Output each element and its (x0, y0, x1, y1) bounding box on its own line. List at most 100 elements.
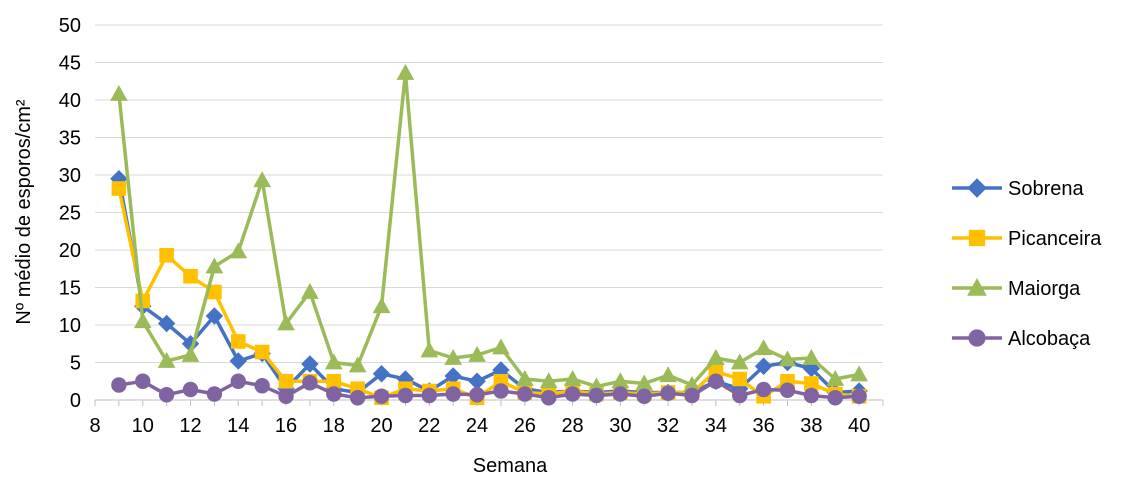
data-point (157, 351, 176, 368)
data-point (564, 386, 581, 402)
data-point (157, 314, 176, 333)
data-point (254, 378, 270, 394)
data-point (326, 386, 342, 402)
x-tick-label: 36 (752, 415, 774, 437)
data-point (803, 387, 820, 404)
data-point (563, 369, 582, 386)
data-point (612, 386, 629, 402)
data-point (684, 387, 700, 404)
legend-item: Maiorga (952, 277, 1081, 300)
data-point (421, 387, 438, 404)
data-point (708, 373, 724, 389)
legend-label: Maiorga (1008, 278, 1081, 300)
series-layer (110, 63, 868, 406)
data-point (349, 390, 366, 406)
data-point (301, 355, 319, 373)
data-point (158, 387, 175, 403)
data-point (278, 388, 294, 404)
data-point (253, 171, 272, 188)
x-tick-label: 26 (514, 415, 536, 437)
data-point (159, 247, 174, 263)
series-line (117, 178, 860, 395)
data-point (468, 345, 486, 362)
data-point (706, 348, 725, 365)
series-line (117, 188, 860, 400)
data-point (492, 338, 510, 355)
x-tick-label: 38 (800, 415, 822, 437)
data-point (205, 307, 224, 325)
x-tick-label: 10 (132, 415, 154, 437)
data-point (206, 386, 223, 402)
series-line (117, 71, 860, 389)
data-point (802, 348, 821, 365)
y-tick-label: 15 (59, 278, 81, 300)
data-point (851, 388, 867, 404)
data-point (755, 381, 772, 398)
x-tick-label: 14 (227, 415, 249, 437)
y-tick-label: 5 (70, 353, 81, 375)
series-alcobaa (111, 373, 867, 406)
x-tick-label: 18 (323, 415, 345, 437)
x-tick-label: 22 (418, 415, 440, 437)
legend-marker (967, 277, 987, 296)
y-tick-label: 30 (59, 165, 81, 187)
data-point (659, 366, 677, 383)
data-point (302, 375, 318, 391)
legend-item: Sobrena (952, 178, 1084, 200)
data-point (730, 353, 749, 370)
data-point (396, 63, 415, 80)
y-tick-label: 45 (59, 53, 81, 75)
data-point (373, 388, 390, 404)
data-point (539, 372, 558, 389)
x-tick-label: 8 (89, 415, 100, 437)
data-point (277, 314, 295, 331)
legend-label: Sobrena (1008, 178, 1084, 200)
x-tick-label: 16 (275, 415, 297, 437)
data-point (278, 373, 294, 389)
x-tick-label: 30 (609, 415, 631, 437)
data-point (517, 386, 533, 402)
data-point (183, 268, 198, 284)
data-point (588, 387, 605, 404)
x-tick-label: 24 (466, 415, 488, 437)
data-point (636, 388, 652, 404)
y-tick-label: 20 (59, 240, 81, 262)
data-point (469, 387, 485, 403)
legend-label: Picanceira (1008, 228, 1102, 250)
data-point (133, 312, 152, 329)
data-point (779, 382, 796, 398)
data-point (181, 345, 200, 362)
data-point (230, 334, 246, 349)
data-point (372, 297, 391, 314)
data-point (111, 181, 127, 196)
data-point (420, 341, 439, 358)
data-point (324, 353, 343, 370)
data-point (660, 385, 676, 401)
legend-marker (968, 329, 986, 347)
data-point (182, 381, 199, 398)
data-point (778, 350, 797, 367)
data-point (348, 356, 367, 373)
data-point (229, 242, 248, 259)
x-tick-label: 12 (179, 415, 201, 437)
y-tick-label: 10 (59, 315, 81, 337)
series-picanceira (111, 181, 867, 406)
data-point (754, 357, 773, 375)
data-point (732, 371, 748, 387)
legend-marker (967, 178, 987, 198)
x-tick-label: 28 (561, 415, 583, 437)
data-point (229, 352, 247, 370)
data-point (850, 365, 868, 382)
legend: Sobrena Picanceira Maiorga Alcobaça (952, 178, 1102, 350)
series-maiorga (110, 63, 868, 394)
legend-marker (968, 229, 986, 247)
legend-item: Alcobaça (952, 328, 1091, 350)
data-point (445, 386, 461, 402)
data-point (135, 373, 151, 389)
legend-label: Alcobaça (1008, 328, 1091, 350)
tick-labels: 0 5 10 15 20 25 30 35 40 45 50 8 10 12 14 16 18 20 22 24 26 2… (59, 15, 870, 437)
series-sobrena (110, 170, 868, 402)
data-point (326, 373, 342, 389)
data-point (826, 369, 845, 386)
